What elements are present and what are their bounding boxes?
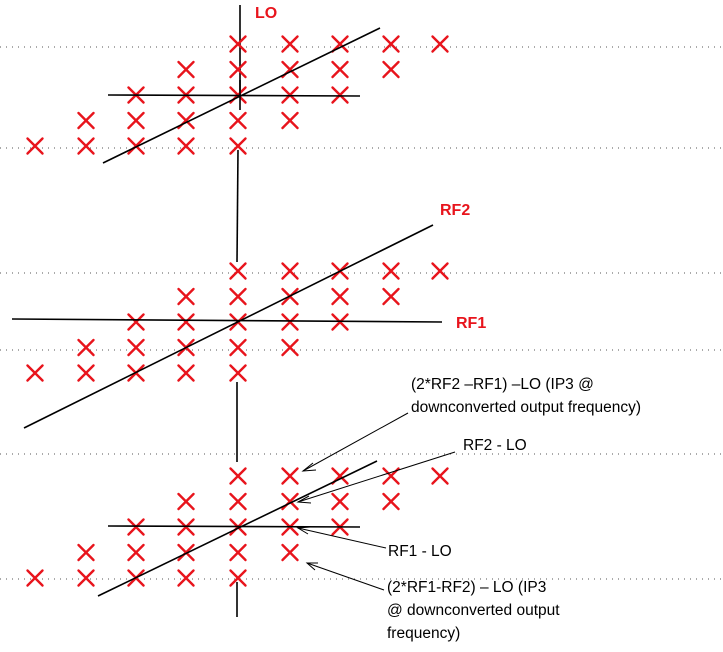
- x-marker: [77, 338, 95, 357]
- connector-line-upper: [236, 149, 239, 263]
- x-marker: [177, 364, 195, 382]
- x-marker: [26, 137, 44, 155]
- rf2-label: RF2: [440, 202, 470, 219]
- x-marker: [127, 313, 145, 331]
- x-marker: [177, 543, 195, 562]
- x-marker: [431, 35, 449, 53]
- arrow-ip3-high: [302, 412, 409, 472]
- ip3-low-label-line1: (2*RF1-RF2) – LO (IP3: [387, 579, 546, 596]
- x-marker: [382, 492, 400, 511]
- lattice-bottom-horizontal-line: [107, 525, 361, 528]
- x-marker: [382, 262, 400, 280]
- x-marker: [77, 111, 95, 130]
- dotted-grid: [0, 46, 723, 580]
- x-marker: [281, 338, 299, 357]
- x-marker: [281, 543, 299, 562]
- x-marker: [177, 137, 195, 155]
- x-marker: [26, 364, 44, 382]
- x-marker: [331, 492, 349, 511]
- x-marker: [127, 137, 145, 155]
- ip3-high-label-line2: downconverted output frequency): [411, 399, 641, 416]
- x-marker: [281, 492, 299, 511]
- ip3-high-label-line1: (2*RF2 –RF1) –LO (IP3 @: [411, 376, 594, 393]
- arrowhead-rf1-minus-lo: [296, 526, 311, 535]
- x-marker: [77, 569, 95, 587]
- x-marker: [127, 543, 145, 562]
- x-marker: [229, 137, 247, 155]
- x-marker: [431, 467, 449, 485]
- arrow-rf2-minus-lo: [297, 451, 456, 503]
- x-marker: [177, 492, 195, 511]
- x-marker: [331, 86, 349, 104]
- x-marker: [229, 467, 247, 485]
- x-marker: [229, 262, 247, 280]
- arrow-rf1-minus-lo: [297, 527, 387, 549]
- arrow-ip3-low: [306, 562, 385, 591]
- x-marker: [229, 287, 247, 306]
- x-marker: [127, 111, 145, 130]
- x-marker: [177, 569, 195, 587]
- x-marker: [229, 364, 247, 382]
- ip3-low-label-line2: @ downconverted output: [387, 602, 560, 619]
- x-marker: [431, 262, 449, 280]
- rf2-axis-line: [23, 224, 434, 429]
- x-marker: [382, 287, 400, 306]
- x-marker: [281, 313, 299, 331]
- x-marker: [331, 60, 349, 79]
- lattice-bottom-markers: [26, 467, 449, 587]
- lattice-top-diagonal-line: [102, 27, 381, 164]
- lattice-top-lines: [102, 27, 381, 164]
- x-marker: [127, 518, 145, 536]
- x-marker: [177, 313, 195, 331]
- x-marker: [331, 35, 349, 53]
- lattice-top-horizontal-line: [107, 94, 361, 97]
- x-marker: [26, 569, 44, 587]
- annotation-arrows: [296, 412, 456, 591]
- x-marker: [382, 60, 400, 79]
- rf1-minus-lo-label: RF1 - LO: [388, 543, 452, 560]
- arrowhead-ip3-low: [305, 562, 318, 571]
- x-marker: [229, 111, 247, 130]
- x-marker: [229, 543, 247, 562]
- lo-label: LO: [255, 5, 277, 22]
- x-marker: [127, 338, 145, 357]
- x-marker: [331, 287, 349, 306]
- lattice-middle-lines: [11, 224, 443, 429]
- x-marker: [281, 262, 299, 280]
- lattice-bottom-lines: [97, 460, 378, 597]
- x-marker: [281, 467, 299, 485]
- rf1-label: RF1: [456, 315, 486, 332]
- x-marker: [229, 338, 247, 357]
- x-marker: [382, 35, 400, 53]
- x-marker: [229, 35, 247, 53]
- arrowhead-rf2-minus-lo: [296, 495, 312, 504]
- x-marker: [177, 60, 195, 79]
- x-marker: [229, 60, 247, 79]
- rf1-axis-line: [11, 318, 443, 323]
- x-marker: [77, 364, 95, 382]
- ip3-low-label-line3: frequency): [387, 625, 460, 642]
- lattice-bottom-diagonal-line: [97, 460, 378, 597]
- x-marker: [229, 569, 247, 587]
- x-marker: [77, 543, 95, 562]
- rf2-minus-lo-label: RF2 - LO: [463, 437, 527, 454]
- arrowhead-ip3-high: [301, 462, 317, 472]
- x-marker: [77, 137, 95, 155]
- x-marker: [281, 111, 299, 130]
- x-marker: [281, 35, 299, 53]
- lattice-top-markers: [26, 35, 449, 155]
- marker-lattices: [26, 35, 449, 587]
- x-marker: [229, 492, 247, 511]
- x-marker: [177, 287, 195, 306]
